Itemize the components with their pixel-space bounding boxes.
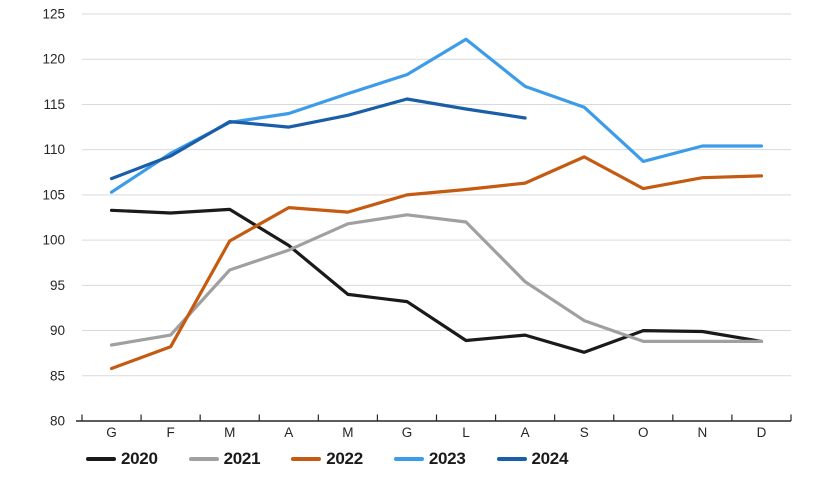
legend-item-2020: 2020 <box>86 449 158 469</box>
svg-text:G: G <box>106 425 117 440</box>
legend-item-2023: 2023 <box>393 449 466 469</box>
legend-label-2023: 2023 <box>428 449 466 468</box>
svg-text:F: F <box>167 425 175 440</box>
svg-text:N: N <box>698 425 708 440</box>
legend-swatch-2024-icon <box>496 457 527 461</box>
legend-swatch-2023-icon <box>393 457 424 461</box>
svg-text:S: S <box>580 425 589 440</box>
svg-text:O: O <box>638 425 649 440</box>
legend-swatch-2021-icon <box>188 457 219 461</box>
svg-text:95: 95 <box>50 278 65 293</box>
svg-text:105: 105 <box>42 187 65 202</box>
svg-text:90: 90 <box>50 323 65 338</box>
legend-item-2021: 2021 <box>188 449 261 469</box>
svg-text:G: G <box>402 425 413 440</box>
legend-label-2021: 2021 <box>223 449 261 468</box>
svg-text:D: D <box>757 425 767 440</box>
svg-text:L: L <box>462 425 470 440</box>
line-chart-plot: 80 85 90 95 100 105 110 115 120 125 G F M A M G L A S O N D <box>42 7 792 440</box>
svg-text:85: 85 <box>50 368 65 383</box>
legend-label-2024: 2024 <box>531 449 569 468</box>
chart-legend: 2020 2021 2022 2023 2024 <box>86 443 568 475</box>
legend-swatch-2022-icon <box>291 457 322 461</box>
svg-text:M: M <box>342 425 353 440</box>
legend-item-2022: 2022 <box>291 449 363 469</box>
legend-item-2024: 2024 <box>496 449 569 469</box>
svg-text:A: A <box>284 425 293 440</box>
legend-label-2020: 2020 <box>121 449 158 468</box>
svg-text:110: 110 <box>43 142 65 157</box>
svg-text:125: 125 <box>42 7 65 22</box>
svg-text:A: A <box>521 425 530 440</box>
svg-text:100: 100 <box>42 233 65 248</box>
svg-text:M: M <box>224 425 235 440</box>
legend-label-2022: 2022 <box>326 449 363 468</box>
svg-text:115: 115 <box>43 97 65 112</box>
svg-text:120: 120 <box>42 52 65 67</box>
legend-swatch-2020-icon <box>86 457 116 461</box>
svg-text:80: 80 <box>50 414 65 429</box>
